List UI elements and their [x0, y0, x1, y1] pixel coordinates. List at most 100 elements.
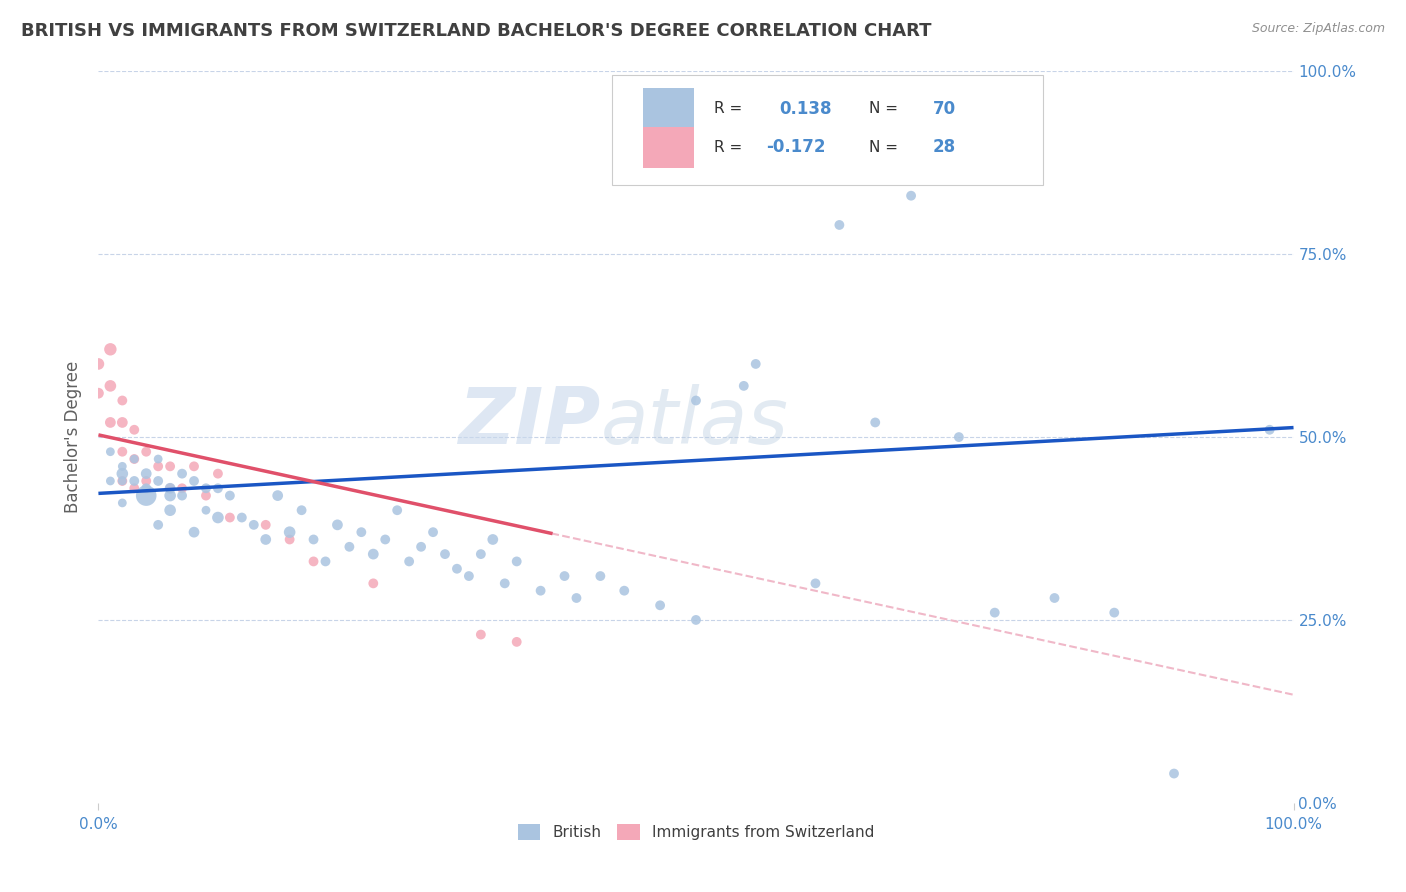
Point	[733, 379, 755, 393]
Point	[302, 554, 325, 568]
FancyBboxPatch shape	[644, 127, 693, 168]
Text: BRITISH VS IMMIGRANTS FROM SWITZERLAND BACHELOR'S DEGREE CORRELATION CHART: BRITISH VS IMMIGRANTS FROM SWITZERLAND B…	[21, 22, 932, 40]
Point	[506, 635, 529, 649]
Point	[87, 357, 110, 371]
Point	[865, 416, 887, 430]
Point	[111, 467, 134, 481]
Point	[98, 416, 122, 430]
Point	[183, 525, 205, 540]
Point	[350, 525, 373, 540]
Point	[828, 218, 851, 232]
Point	[124, 474, 146, 488]
Point	[159, 459, 181, 474]
Point	[326, 517, 349, 532]
Point	[111, 444, 134, 458]
Point	[411, 540, 433, 554]
Point	[135, 444, 157, 458]
Point	[111, 459, 134, 474]
Text: -0.172: -0.172	[766, 138, 825, 156]
Point	[278, 533, 301, 547]
Text: 28: 28	[932, 138, 956, 156]
Point	[481, 533, 505, 547]
Point	[1104, 606, 1126, 620]
Point	[900, 188, 922, 202]
Point	[183, 459, 205, 474]
Text: ZIP: ZIP	[458, 384, 600, 460]
Point	[1163, 766, 1185, 780]
Point	[984, 606, 1007, 620]
Point	[98, 474, 122, 488]
Point	[98, 343, 122, 357]
Point	[87, 386, 110, 401]
Point	[172, 489, 194, 503]
Point	[398, 554, 420, 568]
Point	[148, 452, 170, 467]
Point	[111, 474, 134, 488]
Point	[254, 533, 277, 547]
Point	[565, 591, 588, 605]
Point	[470, 547, 492, 561]
Text: 0.138: 0.138	[780, 100, 832, 118]
Point	[124, 481, 146, 495]
Point	[363, 576, 385, 591]
Point	[339, 540, 361, 554]
Point	[111, 416, 134, 430]
Point	[195, 481, 218, 495]
Point	[554, 569, 576, 583]
Point	[613, 583, 636, 598]
Point	[148, 517, 170, 532]
Point	[207, 467, 229, 481]
Point	[494, 576, 516, 591]
Point	[374, 533, 396, 547]
Text: N =: N =	[869, 140, 903, 155]
Point	[685, 613, 707, 627]
Point	[148, 459, 170, 474]
Point	[458, 569, 481, 583]
Point	[506, 554, 529, 568]
Point	[159, 481, 181, 495]
Point	[219, 510, 242, 524]
Point	[385, 503, 409, 517]
Point	[159, 481, 181, 495]
Point	[98, 444, 122, 458]
Point	[302, 533, 325, 547]
Point	[589, 569, 612, 583]
Text: Source: ZipAtlas.com: Source: ZipAtlas.com	[1251, 22, 1385, 36]
Point	[243, 517, 266, 532]
Point	[363, 547, 385, 561]
Point	[434, 547, 457, 561]
Point	[111, 474, 134, 488]
Point	[124, 452, 146, 467]
Point	[231, 510, 253, 524]
Point	[1043, 591, 1066, 605]
Point	[470, 627, 492, 641]
Point	[172, 467, 194, 481]
FancyBboxPatch shape	[644, 88, 693, 129]
Point	[159, 489, 181, 503]
Point	[219, 489, 242, 503]
Text: 70: 70	[932, 100, 956, 118]
Point	[124, 423, 146, 437]
Point	[291, 503, 314, 517]
Point	[254, 517, 277, 532]
Point	[207, 510, 229, 524]
Point	[530, 583, 553, 598]
Point	[948, 430, 970, 444]
Legend: British, Immigrants from Switzerland: British, Immigrants from Switzerland	[512, 818, 880, 847]
Point	[135, 467, 157, 481]
FancyBboxPatch shape	[613, 75, 1043, 185]
Point	[804, 576, 827, 591]
Text: N =: N =	[869, 101, 903, 116]
Point	[315, 554, 337, 568]
Point	[648, 599, 672, 613]
Point	[172, 481, 194, 495]
Point	[195, 489, 218, 503]
Point	[135, 489, 157, 503]
Y-axis label: Bachelor's Degree: Bachelor's Degree	[65, 361, 83, 513]
Point	[135, 474, 157, 488]
Point	[111, 393, 134, 408]
Point	[98, 379, 122, 393]
Point	[195, 503, 218, 517]
Point	[135, 481, 157, 495]
Point	[124, 452, 146, 467]
